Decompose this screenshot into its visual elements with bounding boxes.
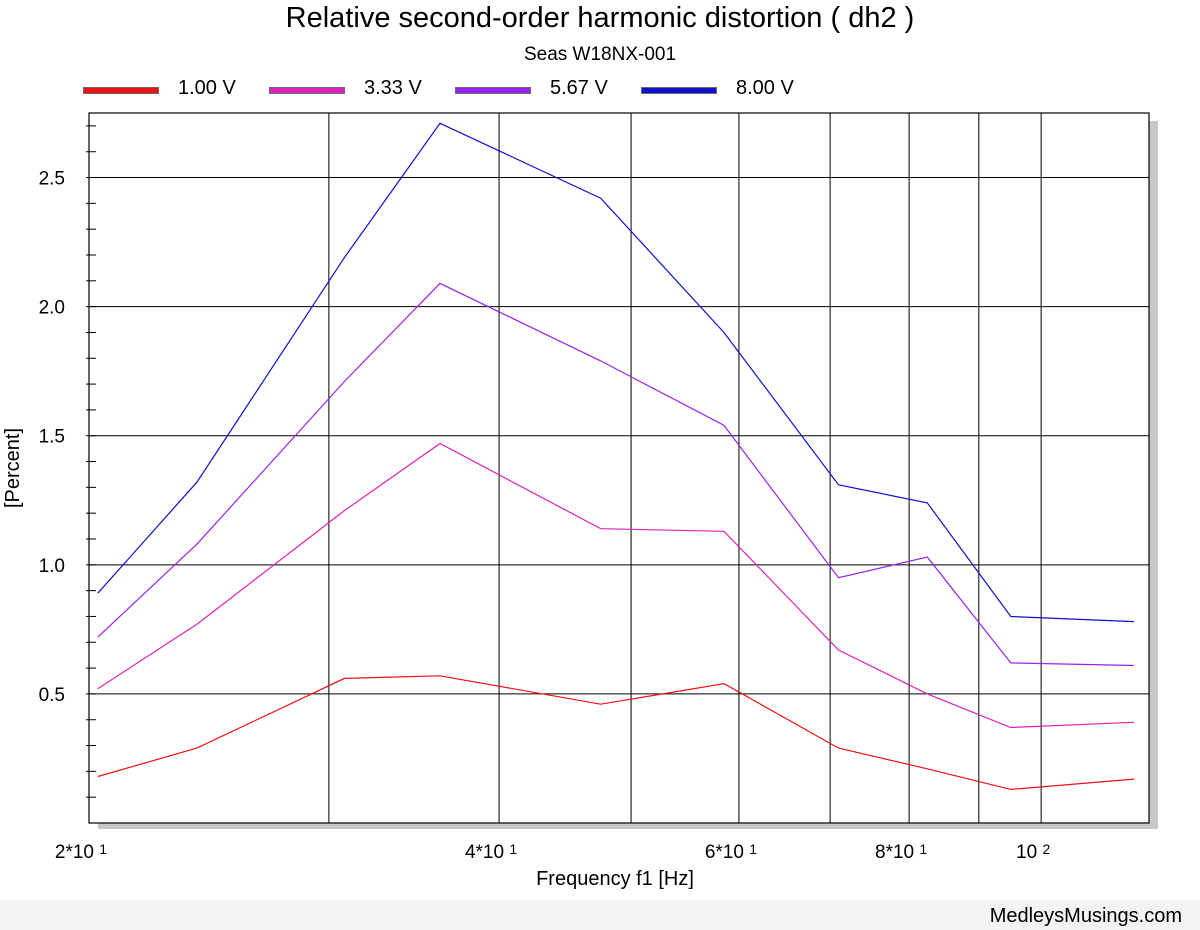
- x-tick-label: 4*10 1: [465, 841, 517, 863]
- y-tick-label: 2.5: [39, 169, 65, 190]
- y-tick-label: 1.0: [39, 556, 65, 577]
- plot-area: 0.5 1.0 1.5 2.0 2.5 2*10 1 4*10 1 6*10 1 8*10 1…: [2, 112, 1158, 890]
- y-minor-ticks: [86, 125, 96, 798]
- watermark: MedleysMusings.com: [989, 905, 1182, 927]
- series-line-1: [97, 675, 1135, 791]
- x-axis-label: Frequency f1 [Hz]: [536, 868, 694, 890]
- x-tick-label: 2*10 1: [55, 841, 107, 863]
- x-tick-labels: 2*10 1 4*10 1 6*10 1 8*10 1 10 2: [55, 841, 1051, 863]
- legend-label-1: 1.00 V: [178, 77, 236, 99]
- series-line-2: [97, 442, 1135, 729]
- series-line-3: [97, 282, 1135, 667]
- y-tick-labels: 0.5 1.0 1.5 2.0 2.5: [39, 169, 65, 706]
- legend-swatch-3: [455, 87, 531, 94]
- x-tick-label: 8*10 1: [875, 841, 927, 863]
- grid: [88, 113, 1149, 823]
- legend-swatch-1: [83, 87, 159, 94]
- series-lines: [97, 122, 1135, 791]
- y-tick-label: 1.5: [39, 427, 65, 448]
- x-tick-label: 10 2: [1016, 841, 1050, 863]
- plot-background: [88, 112, 1150, 824]
- chart-title: Relative second-order harmonic distortio…: [285, 2, 915, 34]
- legend-label-3: 5.67 V: [550, 77, 608, 99]
- legend-swatch-4: [641, 87, 717, 94]
- y-tick-label: 0.5: [39, 685, 65, 706]
- x-tick-label: 6*10 1: [705, 841, 757, 863]
- legend-label-4: 8.00 V: [736, 77, 794, 99]
- legend-swatch-2: [269, 87, 345, 94]
- y-axis-label: [Percent]: [2, 428, 24, 508]
- series-line-4: [97, 122, 1135, 623]
- legend: 1.00 V 3.33 V 5.67 V 8.00 V: [0, 77, 1200, 103]
- y-tick-label: 2.0: [39, 298, 65, 319]
- footer-bar: MedleysMusings.com: [0, 900, 1200, 930]
- legend-label-2: 3.33 V: [364, 77, 422, 99]
- chart-subtitle: Seas W18NX-001: [523, 44, 677, 65]
